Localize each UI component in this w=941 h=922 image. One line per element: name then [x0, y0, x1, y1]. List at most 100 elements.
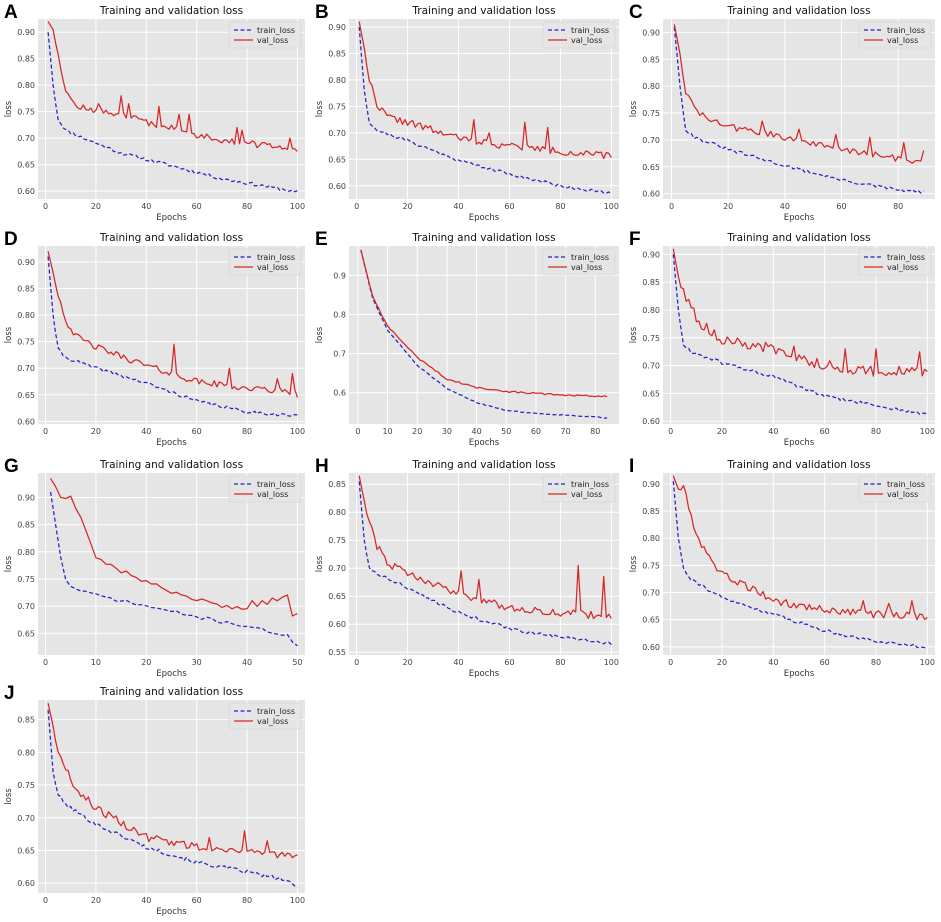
x-tick-label: 20	[141, 658, 151, 667]
series-line-val-loss	[672, 475, 928, 621]
legend-box	[858, 248, 932, 276]
legend-box	[228, 475, 302, 503]
x-tick-label: 100	[290, 202, 305, 211]
series-line-train-loss	[47, 709, 298, 889]
legend-label-train-loss: train_loss	[887, 26, 925, 35]
legend-label-val-loss: val_loss	[887, 263, 918, 272]
y-tick-label: 0.65	[642, 616, 660, 625]
legend-label-val-loss: val_loss	[571, 490, 602, 499]
y-tick-label: 0.85	[328, 480, 346, 489]
y-tick-label: 0.80	[17, 311, 35, 320]
y-tick-label: 0.60	[642, 417, 660, 426]
y-tick-label: 0.80	[642, 306, 660, 315]
y-tick-label: 0.85	[17, 521, 35, 530]
y-tick-label: 0.90	[642, 480, 660, 489]
y-tick-label: 0.7	[333, 350, 346, 359]
y-tick-label: 0.80	[17, 81, 35, 90]
legend-label-train-loss: train_loss	[257, 253, 295, 262]
chart-e: 0 10 20 30 40 50 60 70 80 0.6 0.7 0.8 0.9 Training an…	[315, 232, 619, 448]
panel-label-d: D	[4, 229, 18, 250]
chart-b: 0 20 40 60 80 100 0.60 0.65 0.70 0.75 0.80 0.85 0.90…	[315, 5, 619, 223]
y-tick-label: 0.60	[17, 187, 35, 196]
y-tick-label: 0.85	[17, 285, 35, 294]
chart-g: 0 10 20 30 40 50 0.65 0.70 0.75 0.80 0.85 0.90 Train…	[4, 459, 305, 679]
x-tick-label: 10	[382, 427, 392, 436]
x-tick-label: 60	[836, 202, 846, 211]
series-line-val-loss	[50, 478, 298, 617]
series-line-train-loss	[47, 32, 298, 193]
x-tick-label: 40	[768, 658, 778, 667]
x-tick-label: 80	[893, 202, 903, 211]
plot-area	[663, 246, 935, 424]
y-tick-label: 0.90	[642, 250, 660, 259]
y-axis-label: loss	[4, 788, 14, 805]
y-tick-label: 0.6	[333, 389, 346, 398]
x-tick-label: 0	[355, 427, 360, 436]
legend-box	[542, 475, 616, 503]
x-tick-label: 60	[504, 658, 514, 667]
legend-label-val-loss: val_loss	[887, 490, 918, 499]
series-line-train-loss	[672, 254, 928, 416]
x-tick-label: 20	[402, 202, 412, 211]
x-tick-label: 40	[242, 658, 252, 667]
chart-title: Training and validation loss	[726, 459, 870, 471]
series-line-val-loss	[47, 703, 298, 859]
x-axis-label: Epochs	[469, 213, 500, 223]
legend-label-val-loss: val_loss	[887, 36, 918, 45]
chart-title: Training and validation loss	[99, 232, 243, 244]
y-tick-label: 0.65	[17, 629, 35, 638]
y-tick-label: 0.75	[642, 109, 660, 118]
y-axis-label: loss	[4, 555, 14, 572]
series-line-val-loss	[358, 475, 612, 620]
y-tick-label: 0.75	[642, 561, 660, 570]
chart-f: 0 20 40 60 80 100 0.60 0.65 0.70 0.75 0.80 0.85 0.90…	[629, 232, 935, 448]
x-tick-label: 20	[402, 658, 412, 667]
y-tick-label: 0.55	[328, 648, 346, 657]
y-tick-label: 0.70	[17, 134, 35, 143]
y-tick-label: 0.85	[17, 716, 35, 725]
x-tick-label: 0	[43, 658, 48, 667]
chart-title: Training and validation loss	[99, 459, 243, 471]
y-axis-label: loss	[315, 100, 325, 117]
y-tick-label: 0.65	[642, 163, 660, 172]
chart-d: 0 20 40 60 80 100 0.60 0.65 0.70 0.75 0.80 0.85 0.90…	[4, 232, 305, 448]
x-tick-label: 0	[43, 427, 48, 436]
x-tick-label: 20	[91, 896, 101, 905]
x-tick-label: 0	[43, 202, 48, 211]
series-line-train-loss	[673, 27, 925, 194]
y-tick-label: 0.65	[17, 161, 35, 170]
x-tick-label: 0	[668, 427, 673, 436]
legend-box	[542, 21, 616, 49]
y-tick-label: 0.85	[642, 55, 660, 64]
legend-box	[858, 21, 932, 49]
legend-box	[228, 702, 302, 730]
y-tick-label: 0.85	[642, 278, 660, 287]
y-axis-label: loss	[629, 326, 639, 343]
plot-area	[38, 473, 305, 655]
y-tick-label: 0.70	[17, 602, 35, 611]
y-tick-label: 0.90	[642, 28, 660, 37]
y-tick-label: 0.60	[642, 190, 660, 199]
x-tick-label: 100	[604, 202, 619, 211]
x-tick-label: 40	[141, 427, 151, 436]
x-tick-label: 100	[604, 658, 619, 667]
chart-c: 0 20 40 60 80 0.60 0.65 0.70 0.75 0.80 0.85 0.90 Tra…	[629, 5, 935, 223]
x-tick-label: 40	[141, 202, 151, 211]
y-tick-label: 0.90	[17, 258, 35, 267]
panel-label-j: J	[4, 683, 15, 704]
y-tick-label: 0.85	[17, 55, 35, 64]
x-axis-label: Epochs	[156, 438, 187, 448]
chart-title: Training and validation loss	[411, 5, 555, 17]
legend-label-train-loss: train_loss	[887, 480, 925, 489]
x-axis-label: Epochs	[156, 213, 187, 223]
y-tick-label: 0.70	[642, 362, 660, 371]
x-tick-label: 20	[723, 202, 733, 211]
y-tick-label: 0.75	[17, 575, 35, 584]
chart-title: Training and validation loss	[726, 5, 870, 17]
legend-label-train-loss: train_loss	[257, 480, 295, 489]
x-tick-label: 80	[871, 427, 881, 436]
